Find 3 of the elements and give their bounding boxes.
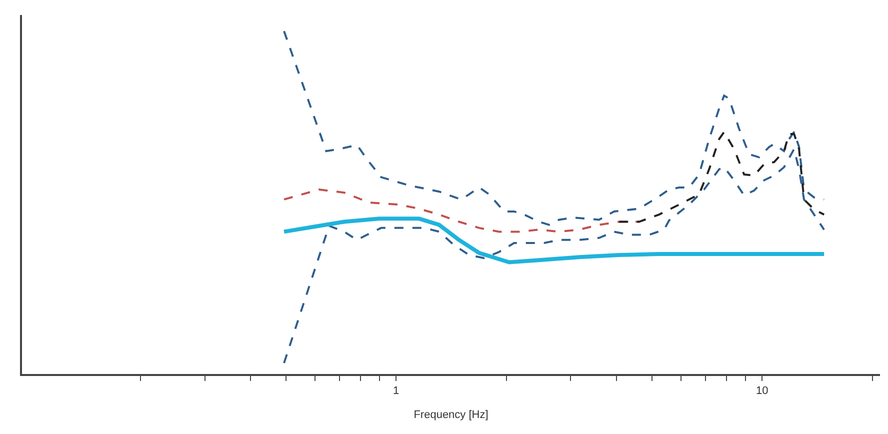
x-axis-title: Frequency [Hz]	[414, 409, 488, 421]
x-tick-label: 10	[756, 385, 768, 398]
x-tick-label: 1	[393, 385, 400, 398]
